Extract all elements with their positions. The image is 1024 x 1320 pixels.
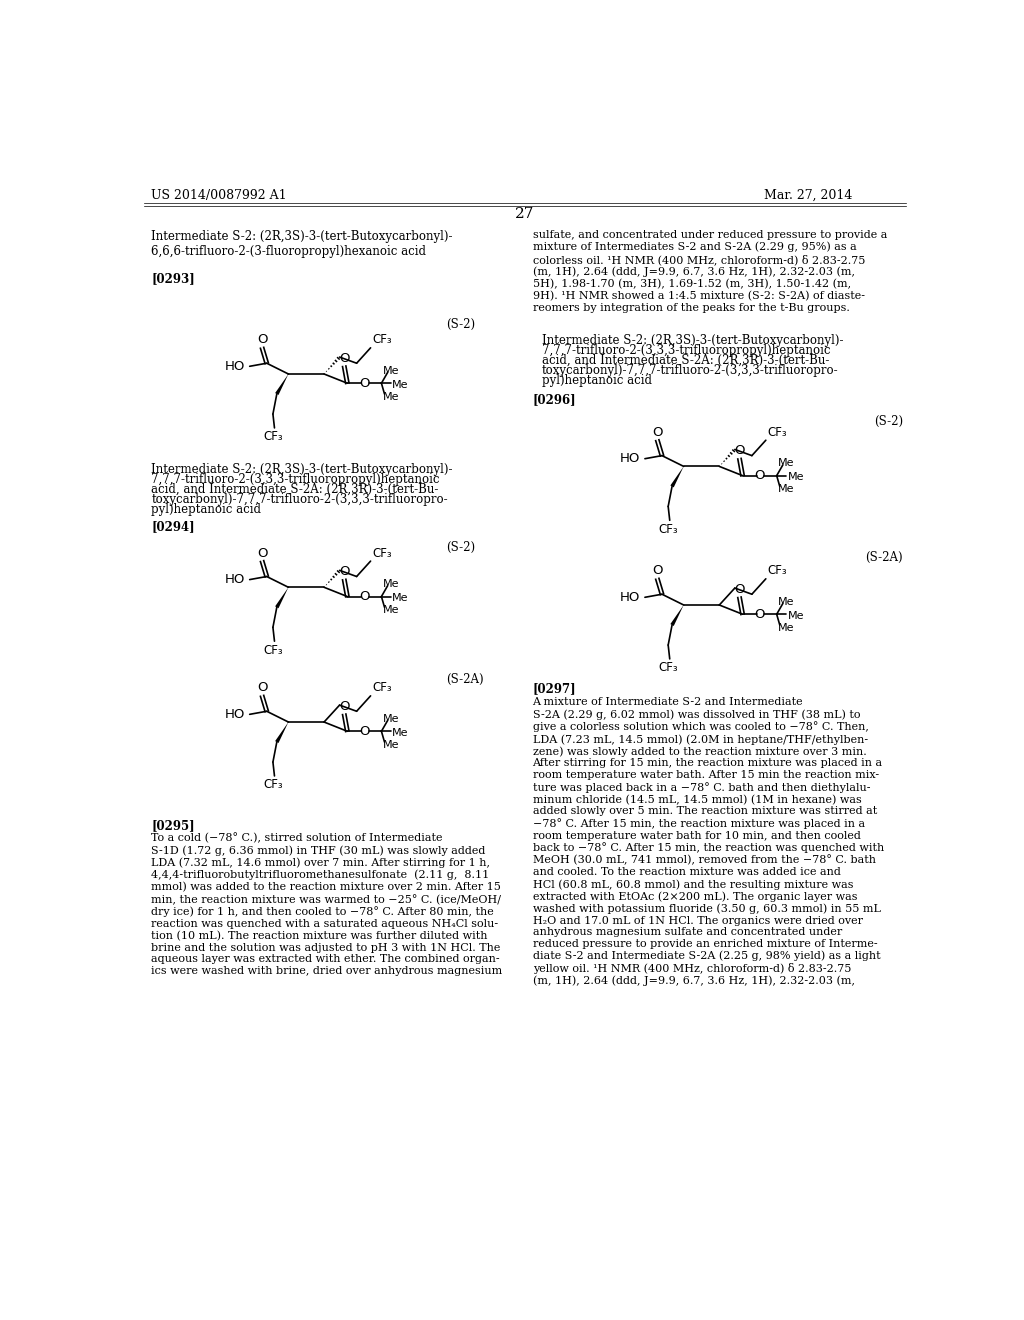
Text: sulfate, and concentrated under reduced pressure to provide a
mixture of Interme: sulfate, and concentrated under reduced … <box>532 230 887 313</box>
Text: CF₃: CF₃ <box>263 779 283 791</box>
Text: Me: Me <box>383 714 399 723</box>
Text: Me: Me <box>392 593 409 603</box>
Text: pyl)heptanoic acid: pyl)heptanoic acid <box>542 374 652 387</box>
Text: 7,7,7-trifluoro-2-(3,3,3-trifluoropropyl)heptanoic: 7,7,7-trifluoro-2-(3,3,3-trifluoropropyl… <box>542 345 830 356</box>
Text: (S-2A): (S-2A) <box>865 552 903 564</box>
Text: CF₃: CF₃ <box>658 523 678 536</box>
Text: CF₃: CF₃ <box>372 546 392 560</box>
Text: Me: Me <box>392 727 409 738</box>
Text: CF₃: CF₃ <box>767 425 787 438</box>
Text: Mar. 27, 2014: Mar. 27, 2014 <box>764 189 852 202</box>
Text: Me: Me <box>392 380 409 389</box>
Text: O: O <box>257 546 267 560</box>
Text: Me: Me <box>778 623 795 634</box>
Text: Me: Me <box>787 611 804 620</box>
Text: A mixture of Intermediate S-2 and Intermediate
S-2A (2.29 g, 6.02 mmol) was diss: A mixture of Intermediate S-2 and Interm… <box>532 697 884 986</box>
Text: O: O <box>359 725 370 738</box>
Text: Me: Me <box>778 484 795 495</box>
Text: HO: HO <box>224 708 245 721</box>
Text: toxycarbonyl)-7,7,7-trifluoro-2-(3,3,3-trifluoropro-: toxycarbonyl)-7,7,7-trifluoro-2-(3,3,3-t… <box>152 492 447 506</box>
Polygon shape <box>671 466 684 487</box>
Text: (S-2): (S-2) <box>873 414 903 428</box>
Text: HO: HO <box>620 591 640 603</box>
Text: O: O <box>734 444 744 457</box>
Text: pyl)heptanoic acid: pyl)heptanoic acid <box>152 503 261 516</box>
Text: [0294]: [0294] <box>152 520 195 533</box>
Text: Me: Me <box>383 606 399 615</box>
Text: CF₃: CF₃ <box>767 564 787 577</box>
Text: O: O <box>257 333 267 346</box>
Text: [0296]: [0296] <box>532 393 577 407</box>
Text: 27: 27 <box>515 207 535 220</box>
Text: O: O <box>257 681 267 694</box>
Text: O: O <box>652 425 663 438</box>
Text: CF₃: CF₃ <box>263 430 283 444</box>
Polygon shape <box>275 587 289 609</box>
Text: Me: Me <box>778 458 795 469</box>
Text: [0295]: [0295] <box>152 818 195 832</box>
Text: (S-2): (S-2) <box>445 541 475 554</box>
Text: acid, and Intermediate S-2A: (2R,3R)-3-(tert-Bu-: acid, and Intermediate S-2A: (2R,3R)-3-(… <box>542 354 829 367</box>
Text: [0297]: [0297] <box>532 682 577 696</box>
Polygon shape <box>275 722 289 743</box>
Text: HO: HO <box>620 453 640 465</box>
Text: acid, and Intermediate S-2A: (2R,3R)-3-(tert-Bu-: acid, and Intermediate S-2A: (2R,3R)-3-(… <box>152 483 438 495</box>
Text: HO: HO <box>224 573 245 586</box>
Text: (S-2A): (S-2A) <box>445 673 483 686</box>
Text: CF₃: CF₃ <box>658 661 678 675</box>
Text: O: O <box>734 582 744 595</box>
Text: Intermediate S-2: (2R,3S)-3-(tert-Butoxycarbonyl)-: Intermediate S-2: (2R,3S)-3-(tert-Butoxy… <box>152 462 453 475</box>
Polygon shape <box>275 374 289 395</box>
Text: [0293]: [0293] <box>152 272 195 285</box>
Text: 7,7,7-trifluoro-2-(3,3,3-trifluoropropyl)heptanoic: 7,7,7-trifluoro-2-(3,3,3-trifluoropropyl… <box>152 473 439 486</box>
Text: Me: Me <box>778 597 795 607</box>
Text: Intermediate S-2: (2R,3S)-3-(tert-Butoxycarbonyl)-: Intermediate S-2: (2R,3S)-3-(tert-Butoxy… <box>542 334 844 347</box>
Text: O: O <box>339 700 349 713</box>
Text: O: O <box>755 469 765 482</box>
Text: Me: Me <box>383 741 399 750</box>
Text: toxycarbonyl)-7,7,7-trifluoro-2-(3,3,3-trifluoropro-: toxycarbonyl)-7,7,7-trifluoro-2-(3,3,3-t… <box>542 364 839 378</box>
Text: O: O <box>339 565 349 578</box>
Polygon shape <box>671 605 684 626</box>
Text: O: O <box>755 607 765 620</box>
Text: Me: Me <box>383 579 399 589</box>
Text: Me: Me <box>383 366 399 376</box>
Text: CF₃: CF₃ <box>372 681 392 694</box>
Text: Me: Me <box>787 473 804 482</box>
Text: US 2014/0087992 A1: US 2014/0087992 A1 <box>152 189 287 202</box>
Text: O: O <box>652 564 663 577</box>
Text: To a cold (−78° C.), stirred solution of Intermediate
S-1D (1.72 g, 6.36 mmol) i: To a cold (−78° C.), stirred solution of… <box>152 833 503 975</box>
Text: O: O <box>339 351 349 364</box>
Text: CF₃: CF₃ <box>372 333 392 346</box>
Text: O: O <box>359 376 370 389</box>
Text: (S-2): (S-2) <box>445 318 475 331</box>
Text: O: O <box>359 590 370 603</box>
Text: Me: Me <box>383 392 399 403</box>
Text: HO: HO <box>224 360 245 372</box>
Text: Intermediate S-2: (2R,3S)-3-(tert-Butoxycarbonyl)-
6,6,6-trifluoro-2-(3-fluoropr: Intermediate S-2: (2R,3S)-3-(tert-Butoxy… <box>152 230 453 257</box>
Text: CF₃: CF₃ <box>263 644 283 656</box>
